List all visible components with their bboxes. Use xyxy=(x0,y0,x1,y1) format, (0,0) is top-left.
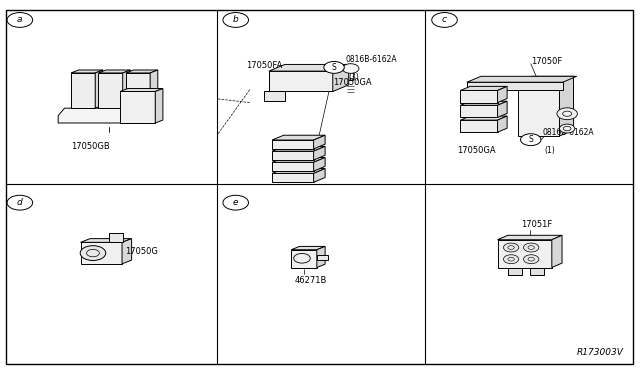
Text: S: S xyxy=(332,63,337,72)
Text: c: c xyxy=(442,16,447,25)
Polygon shape xyxy=(497,86,507,103)
Text: 17050GA: 17050GA xyxy=(458,146,496,155)
Polygon shape xyxy=(467,82,563,90)
Text: (3): (3) xyxy=(348,73,359,82)
Text: S: S xyxy=(529,135,533,144)
Polygon shape xyxy=(291,246,325,250)
Polygon shape xyxy=(314,146,325,160)
Polygon shape xyxy=(518,76,573,82)
Circle shape xyxy=(524,255,539,264)
Text: 17050GA: 17050GA xyxy=(333,78,371,87)
Text: 0816B-6162A: 0816B-6162A xyxy=(346,55,397,64)
Circle shape xyxy=(342,64,359,73)
Polygon shape xyxy=(467,76,577,82)
Circle shape xyxy=(7,195,33,210)
Text: 0816B-6162A: 0816B-6162A xyxy=(543,128,595,137)
Polygon shape xyxy=(461,86,507,90)
Polygon shape xyxy=(291,250,317,267)
Circle shape xyxy=(7,13,33,28)
Polygon shape xyxy=(272,140,314,149)
Circle shape xyxy=(80,246,106,260)
Polygon shape xyxy=(150,70,158,108)
Polygon shape xyxy=(461,116,507,120)
Circle shape xyxy=(223,195,248,210)
Polygon shape xyxy=(264,92,285,101)
Text: d: d xyxy=(17,198,23,207)
Polygon shape xyxy=(156,89,163,123)
Polygon shape xyxy=(461,101,507,105)
Polygon shape xyxy=(559,76,573,136)
Polygon shape xyxy=(461,120,497,132)
Polygon shape xyxy=(99,70,131,73)
Polygon shape xyxy=(272,151,314,160)
Polygon shape xyxy=(272,135,325,140)
Text: R173003V: R173003V xyxy=(577,348,623,357)
Polygon shape xyxy=(95,70,103,108)
Polygon shape xyxy=(81,242,122,264)
Polygon shape xyxy=(333,64,349,92)
Polygon shape xyxy=(269,71,333,92)
Circle shape xyxy=(432,13,458,28)
Text: 17050G: 17050G xyxy=(125,247,158,256)
Polygon shape xyxy=(497,116,507,132)
Polygon shape xyxy=(530,267,544,275)
Polygon shape xyxy=(314,157,325,171)
Polygon shape xyxy=(123,70,131,108)
Polygon shape xyxy=(497,235,562,240)
Polygon shape xyxy=(508,267,522,275)
Polygon shape xyxy=(461,90,497,103)
Text: (1): (1) xyxy=(545,146,556,155)
Circle shape xyxy=(223,13,248,28)
Polygon shape xyxy=(122,238,132,264)
Polygon shape xyxy=(518,82,559,136)
Polygon shape xyxy=(317,255,328,260)
Polygon shape xyxy=(272,146,325,151)
Text: 17051F: 17051F xyxy=(521,219,552,229)
Polygon shape xyxy=(317,246,325,267)
Polygon shape xyxy=(552,235,562,267)
Polygon shape xyxy=(461,105,497,118)
Polygon shape xyxy=(71,73,95,108)
Text: 17050GB: 17050GB xyxy=(71,141,109,151)
Polygon shape xyxy=(120,89,163,92)
Text: 17050FA: 17050FA xyxy=(246,61,283,70)
Circle shape xyxy=(520,134,541,145)
Polygon shape xyxy=(58,108,154,123)
Polygon shape xyxy=(272,173,314,182)
Polygon shape xyxy=(314,169,325,182)
Polygon shape xyxy=(497,240,552,267)
Text: b: b xyxy=(233,16,239,25)
Polygon shape xyxy=(71,70,103,73)
Circle shape xyxy=(524,243,539,252)
Polygon shape xyxy=(126,73,150,108)
Polygon shape xyxy=(269,64,349,71)
Polygon shape xyxy=(99,73,123,108)
Text: e: e xyxy=(233,198,239,207)
Circle shape xyxy=(557,108,577,120)
Polygon shape xyxy=(497,101,507,118)
Circle shape xyxy=(504,243,519,252)
Text: 46271B: 46271B xyxy=(294,276,327,285)
Polygon shape xyxy=(81,238,132,242)
Text: a: a xyxy=(17,16,22,25)
Circle shape xyxy=(559,124,575,133)
Polygon shape xyxy=(314,135,325,149)
Polygon shape xyxy=(272,157,325,162)
Polygon shape xyxy=(109,233,123,242)
Polygon shape xyxy=(120,92,156,123)
Polygon shape xyxy=(272,169,325,173)
Polygon shape xyxy=(126,70,158,73)
Circle shape xyxy=(504,255,519,264)
Circle shape xyxy=(324,61,344,73)
Text: 17050F: 17050F xyxy=(531,57,562,66)
Polygon shape xyxy=(272,162,314,171)
